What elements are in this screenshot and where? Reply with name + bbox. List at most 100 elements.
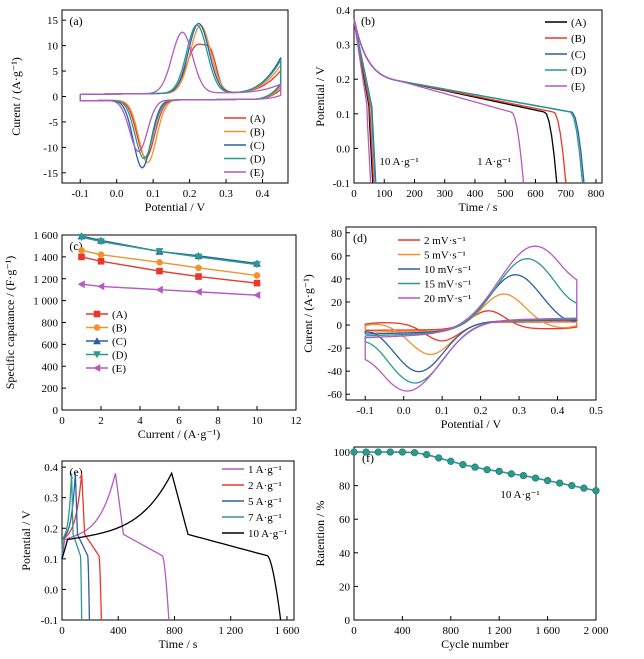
y-tick-label: 0 — [337, 320, 343, 332]
y-tick-label: 400 — [42, 361, 59, 373]
y-tick-label: 0.3 — [44, 493, 58, 505]
capacitance-series — [81, 283, 258, 296]
data-point — [156, 267, 163, 275]
y-tick-label: 600 — [42, 339, 59, 351]
legend-label: (C) — [571, 49, 586, 61]
y-axis-label: Potential / V — [313, 66, 327, 127]
y-tick-label: 40 — [339, 548, 351, 560]
cv-scan-series — [364, 245, 578, 392]
legend-label: (E) — [571, 81, 585, 93]
x-axis-label: Time / s — [459, 200, 498, 214]
y-tick-label: 80 — [339, 481, 351, 493]
y-axis-label: Potential / V — [19, 510, 33, 571]
y-tick-label: 0 — [345, 615, 351, 627]
x-tick-label: 1 600 — [275, 625, 300, 637]
data-point — [155, 248, 164, 256]
x-axis-label: Potential / V — [441, 417, 502, 431]
gcd-10A-series — [353, 20, 376, 184]
legend-label: (A) — [112, 309, 128, 321]
annotation-10A: 10 A·g⁻¹ — [379, 156, 418, 168]
gcd-1A-series — [353, 18, 525, 183]
panel-label: (a) — [69, 14, 82, 28]
y-tick-label: 0.1 — [44, 554, 58, 566]
y-tick-label: -10 — [43, 142, 58, 154]
x-tick-label: 0 — [59, 415, 65, 427]
y-tick-label: 1 000 — [33, 296, 58, 308]
y-tick-label: 0 — [53, 405, 59, 417]
panel-label: (d) — [353, 231, 367, 245]
x-tick-label: 500 — [497, 188, 514, 200]
legend-label: (B) — [250, 127, 265, 139]
data-point — [459, 461, 467, 469]
data-point — [374, 448, 382, 456]
data-point — [483, 466, 491, 474]
legend-label: 10 mV·s⁻¹ — [424, 264, 471, 276]
data-point — [423, 450, 431, 459]
y-tick-label: 800 — [42, 318, 59, 330]
y-axis-label: Specific capatance / (F·g⁻¹) — [3, 256, 17, 390]
x-tick-label: 100 — [376, 188, 393, 200]
x-tick-label: 8 — [215, 415, 221, 427]
legend-label: 5 mV·s⁻¹ — [424, 250, 466, 262]
x-tick-label: 0.2 — [474, 405, 488, 417]
y-tick-label: 10 — [47, 41, 59, 53]
y-tick-label: 100 — [334, 447, 351, 459]
y-tick-label: 0.4 — [336, 5, 350, 17]
legend-label: (D) — [571, 65, 587, 77]
panel-d: -0.1 0.0 0.1 0.2 0.3 0.4 0.5 -60 -40 -20 0 20 40 60 80… — [301, 226, 603, 431]
panel-b: 0 100 200 300 400 500 600 700 800 -0.1 0.0 0.1 0.2 0.… — [313, 5, 605, 214]
data-point — [350, 448, 358, 456]
x-tick-label: 0.0 — [397, 405, 411, 417]
y-tick-label: 40 — [331, 274, 343, 286]
legend-marker — [93, 364, 101, 372]
data-point — [580, 484, 588, 492]
data-point — [543, 476, 552, 485]
gcd-rate-series — [61, 471, 282, 621]
x-tick-label: 0.3 — [512, 405, 526, 417]
y-axis-label: Curent / (A·g⁻¹) — [9, 57, 23, 136]
plot-frame — [61, 234, 297, 411]
data-point — [568, 482, 576, 490]
y-tick-label: 60 — [331, 251, 343, 263]
legend-label: 10 A·g⁻¹ — [248, 528, 287, 540]
y-tick-label: 60 — [339, 514, 351, 526]
data-point — [78, 253, 85, 261]
data-point — [362, 448, 370, 456]
y-tick-label: -5 — [49, 117, 59, 129]
x-tick-label: 600 — [527, 188, 544, 200]
data-point — [253, 291, 261, 300]
x-tick-label: 300 — [436, 188, 453, 200]
x-tick-label: 12 — [291, 415, 302, 427]
y-tick-label: 1 200 — [33, 274, 58, 286]
annotation-1A: 1 A·g⁻¹ — [477, 156, 511, 168]
x-tick-label: 6 — [176, 415, 182, 427]
x-tick-label: 400 — [110, 625, 127, 637]
data-point — [97, 238, 105, 246]
data-point — [531, 474, 540, 482]
legend-marker — [93, 324, 101, 331]
y-tick-label: 20 — [331, 297, 343, 309]
x-tick-label: 0.1 — [435, 405, 449, 417]
data-point — [97, 257, 105, 265]
data-point — [592, 487, 600, 495]
legend-marker — [93, 337, 101, 345]
panel-c: 0 2 4 6 8 10 12 0 200 400 600 800 1 000 1 200 1 400 1 6… — [3, 230, 302, 441]
x-axis-label: Potential / V — [145, 200, 206, 214]
legend-label: 20 mV·s⁻¹ — [424, 293, 471, 305]
gcd-rate-series — [61, 473, 170, 621]
legend-label: 5 A·g⁻¹ — [248, 496, 282, 508]
y-tick-label: 0.1 — [336, 109, 350, 121]
data-point — [253, 279, 261, 287]
y-tick-label: 0.0 — [44, 584, 58, 596]
data-point — [410, 449, 419, 457]
legend-label: (D) — [250, 154, 266, 166]
data-point — [519, 471, 528, 480]
panel-a: -0.1 0.0 0.1 0.2 0.3 0.4 -15 -10 -5 0 5 10 15 Potenti… — [9, 9, 289, 214]
panel-e: 0 400 800 1 200 1 600 -0.1 0.0 0.1 0.2 0.3 0.4 Time… — [19, 460, 300, 651]
x-tick-label: 0 — [351, 188, 357, 200]
x-axis-label: Current / (A·g⁻¹) — [138, 427, 221, 441]
cv-series-E — [79, 31, 282, 153]
plot-frame — [345, 226, 597, 401]
x-tick-label: 4 — [137, 415, 143, 427]
